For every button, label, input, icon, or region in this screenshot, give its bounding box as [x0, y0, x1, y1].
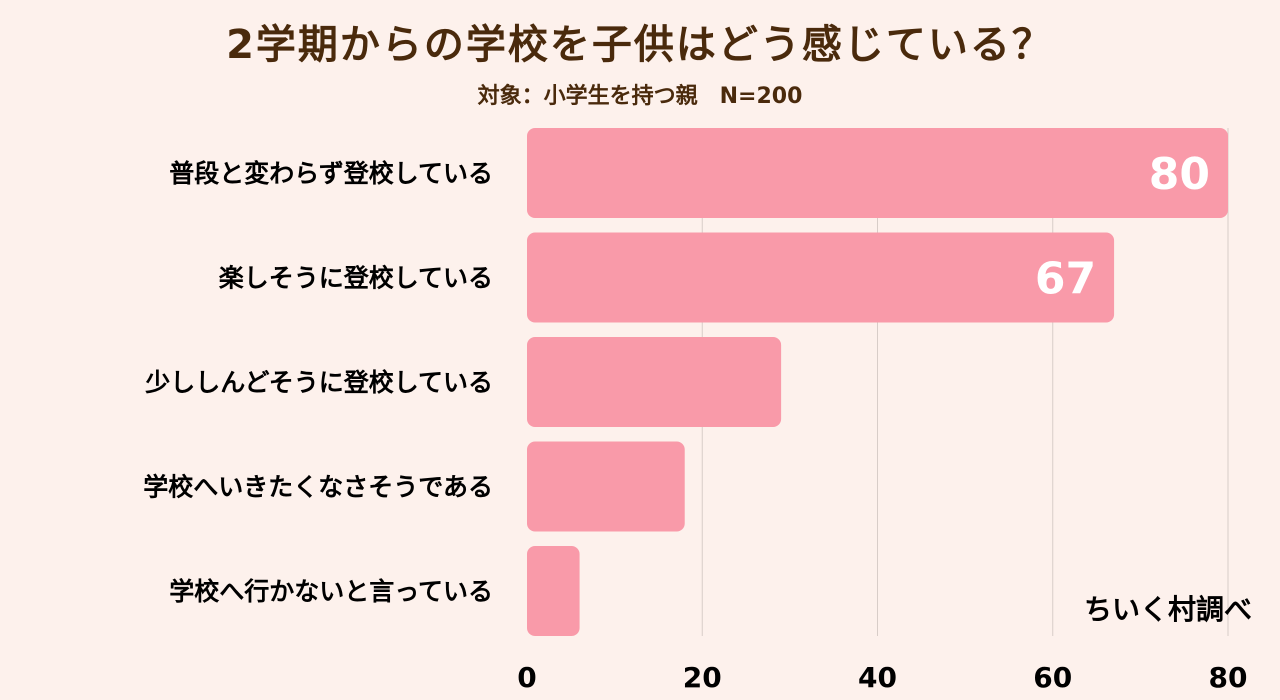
bar-3 [527, 441, 685, 532]
x-tick-label-80: 80 [1209, 661, 1248, 694]
category-label-3: 学校へいきたくなさそうである [143, 473, 493, 502]
x-tick-label-20: 20 [683, 661, 722, 694]
category-label-0: 普段と変わらず登校している [169, 159, 493, 188]
chart-subtitle: 対象：小学生を持つ親 N=200 [477, 84, 803, 109]
category-label-1: 楽しそうに登校している [219, 264, 493, 293]
bar-4 [527, 546, 580, 636]
x-tick-label-0: 0 [517, 661, 536, 694]
x-tick-label-40: 40 [858, 661, 897, 694]
chart-title: 2学期からの学校を子供はどう感じている？ [226, 22, 1054, 68]
x-tick-label-60: 60 [1033, 661, 1072, 694]
bar-0 [527, 128, 1228, 218]
data-label-1: 67 [1035, 254, 1096, 305]
category-label-2: 少ししんどそうに登校している [144, 368, 493, 397]
source-credit: ちいく村調べ [1083, 593, 1252, 626]
bar-1 [527, 232, 1115, 323]
data-label-0: 80 [1149, 149, 1210, 200]
bar-2 [527, 337, 782, 427]
category-label-4: 学校へ行かないと言っている [169, 577, 493, 606]
